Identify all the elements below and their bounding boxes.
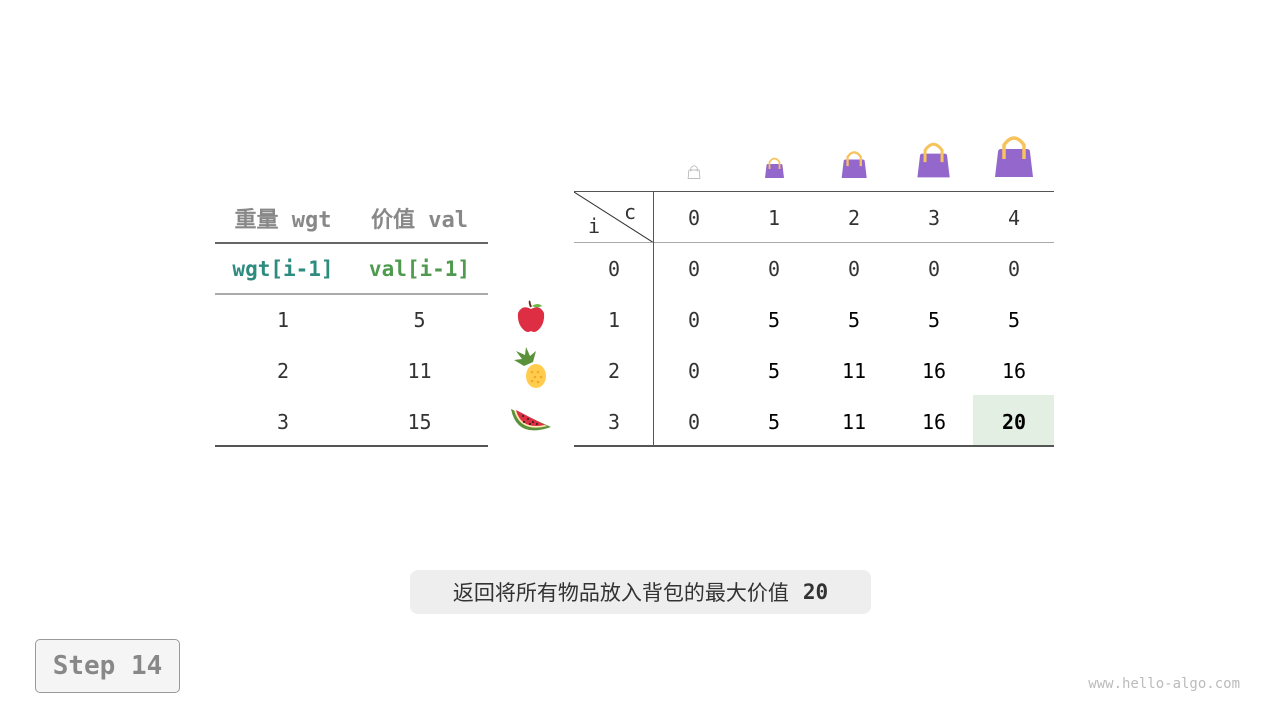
watermelon-icon [511, 409, 551, 431]
bag-icon [764, 157, 784, 178]
weight-header: 重量 wgt [234, 207, 332, 233]
highlight-cell [973, 395, 1054, 445]
value-cell: 5 [413, 307, 426, 332]
corner-diagonal [574, 192, 654, 243]
bag-icon [995, 136, 1033, 177]
weight-cell: 2 [276, 358, 290, 383]
capacity-header: 3 [927, 205, 941, 230]
caption-value: 20 [802, 580, 829, 604]
empty-bag-icon [687, 165, 701, 179]
bag-icon [841, 150, 867, 178]
col-axis-label: c [624, 200, 637, 224]
watermark: www.hello-algo.com [1088, 676, 1240, 692]
dp-cell: 0 [687, 256, 701, 281]
caption: 返回将所有物品放入背包的最大价值 20 [410, 570, 871, 614]
capacity-header: 1 [767, 205, 781, 230]
pineapple-icon [514, 347, 546, 388]
dp-cell: 0 [927, 256, 941, 281]
divider [574, 242, 1054, 243]
dp-cell: 16 [1001, 358, 1027, 383]
divider [215, 445, 488, 447]
value-cell: 15 [407, 409, 432, 434]
row-header: 2 [607, 358, 621, 383]
dp-cell: 16 [921, 409, 947, 434]
dp-cell: 20 [1001, 409, 1027, 434]
dp-cell: 11 [841, 358, 867, 383]
divider [215, 242, 488, 244]
apple-icon [517, 300, 545, 332]
dp-cell: 0 [687, 409, 701, 434]
dp-cell: 0 [687, 358, 701, 383]
bag-icon [917, 142, 951, 178]
step-indicator: Step 14 [35, 639, 180, 693]
weight-cell: 3 [276, 409, 290, 434]
dp-cell: 16 [921, 358, 947, 383]
dp-cell: 0 [847, 256, 861, 281]
dp-cell: 0 [767, 256, 781, 281]
dp-cell: 5 [767, 409, 781, 434]
divider [574, 445, 1054, 447]
val-subheader: val[i-1] [368, 256, 471, 281]
dp-cell: 0 [1007, 256, 1021, 281]
row-header: 1 [607, 307, 621, 332]
weight-cell: 1 [276, 307, 290, 332]
row-header: 3 [607, 409, 621, 434]
caption-text: 返回将所有物品放入背包的最大价值 [452, 581, 789, 605]
dp-cell: 5 [927, 307, 941, 332]
value-cell: 11 [407, 358, 432, 383]
row-header: 0 [607, 256, 621, 281]
capacity-header: 2 [847, 205, 861, 230]
wgt-subheader: wgt[i-1] [232, 256, 334, 281]
dp-cell: 5 [767, 358, 781, 383]
capacity-header: 4 [1007, 205, 1021, 230]
dp-cell: 5 [847, 307, 861, 332]
divider [653, 192, 654, 446]
value-header: 价值 val [371, 207, 468, 233]
divider [215, 293, 488, 295]
dp-cell: 11 [841, 409, 867, 434]
dp-cell: 5 [1007, 307, 1021, 332]
divider [574, 191, 1054, 192]
dp-cell: 0 [687, 307, 701, 332]
capacity-header: 0 [687, 205, 701, 230]
row-axis-label: i [588, 214, 601, 238]
dp-cell: 5 [767, 307, 781, 332]
